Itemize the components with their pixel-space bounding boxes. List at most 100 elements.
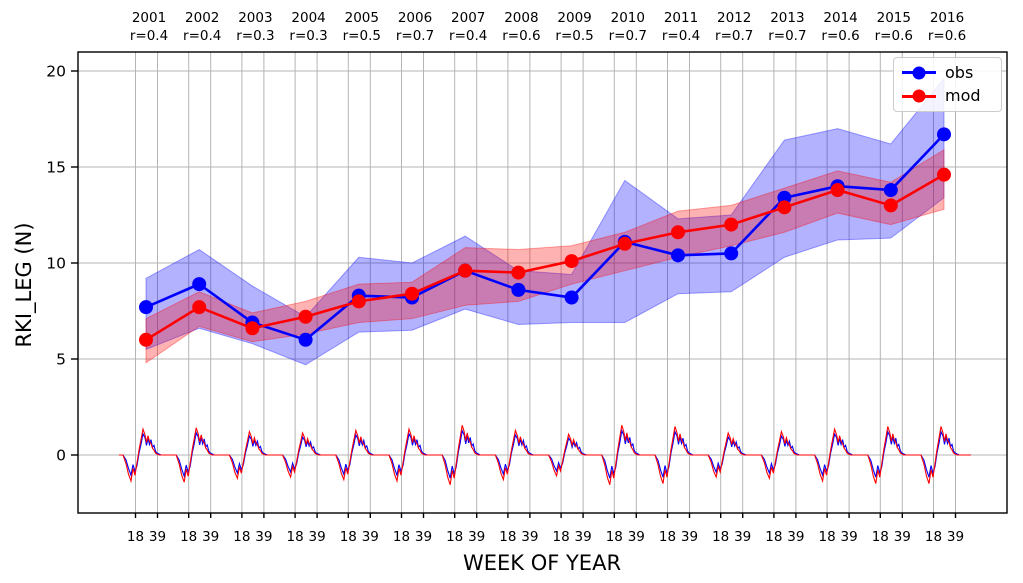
x-tick-label: 39: [575, 529, 592, 545]
x-tick-label: 39: [734, 529, 751, 545]
x-tick-label: 18: [659, 529, 676, 545]
r-value-label: r=0.4: [183, 28, 221, 44]
year-label: 2006: [398, 10, 432, 26]
mod-marker: [937, 167, 951, 182]
y-axis-label: RKI_LEG (N): [12, 222, 36, 348]
anomaly-mod-line: [119, 425, 971, 485]
obs-marker: [937, 127, 951, 142]
year-label: 2013: [770, 10, 804, 26]
legend-label-mod: mod: [945, 86, 981, 106]
obs-marker: [724, 246, 739, 261]
obs-marker: [671, 248, 685, 263]
obs-line-swatch: [902, 66, 936, 80]
x-tick-label: 39: [681, 529, 698, 545]
x-tick-label: 39: [521, 529, 538, 545]
x-tick-label: 39: [468, 529, 485, 545]
x-tick-label: 39: [362, 529, 379, 545]
mod-marker: [245, 321, 260, 336]
r-value-label: r=0.7: [396, 28, 434, 44]
x-tick-label: 39: [202, 529, 219, 545]
mod-marker: [617, 236, 632, 251]
year-label: 2004: [291, 10, 325, 26]
y-tick-label: 10: [46, 255, 66, 273]
x-tick-label: 39: [628, 529, 645, 545]
obs-marker: [192, 277, 207, 292]
legend: obs mod: [893, 57, 1002, 112]
obs-marker: [139, 300, 153, 315]
mod-marker: [351, 294, 366, 309]
obs-line: [145, 133, 945, 342]
x-tick-label: 18: [180, 529, 197, 545]
obs-marker: [564, 290, 579, 305]
y-tick-label: 20: [46, 63, 66, 81]
mod-marker: [671, 225, 685, 240]
mod-marker-icon: [912, 89, 926, 103]
y-tick-label: 15: [46, 159, 66, 177]
year-label: 2011: [664, 10, 698, 26]
r-value-label: r=0.5: [555, 28, 593, 44]
year-label: 2007: [451, 10, 485, 26]
legend-label-obs: obs: [945, 62, 974, 82]
r-value-label: r=0.4: [449, 28, 487, 44]
x-tick-label: 18: [340, 529, 357, 545]
plot-border: [77, 51, 1008, 514]
x-axis-label: WEEK OF YEAR: [462, 551, 622, 575]
x-tick-label: 39: [947, 529, 964, 545]
year-label: 2016: [930, 10, 964, 26]
r-value-label: r=0.7: [768, 28, 806, 44]
r-value-label: r=0.6: [928, 28, 966, 44]
obs-uncertainty-band: [145, 77, 945, 366]
x-tick-label: 18: [127, 529, 144, 545]
y-tick-label: 0: [56, 447, 66, 465]
x-tick-label: 18: [393, 529, 410, 545]
x-tick-label: 18: [872, 529, 889, 545]
mod-marker: [564, 254, 579, 269]
mod-line-swatch: [902, 89, 936, 103]
x-tick-label: 18: [925, 529, 942, 545]
r-value-label: r=0.5: [343, 28, 381, 44]
x-tick-label: 39: [255, 529, 272, 545]
x-tick-label: 18: [606, 529, 623, 545]
r-value-label: r=0.4: [662, 28, 700, 44]
legend-item-obs: obs: [894, 62, 1001, 84]
x-tick-label: 18: [287, 529, 304, 545]
obs-marker: [511, 282, 526, 297]
x-tick-label: 18: [553, 529, 570, 545]
x-tick-label: 39: [309, 529, 326, 545]
y-tick-label: 5: [56, 351, 66, 369]
mod-marker: [458, 263, 473, 278]
mod-marker: [724, 217, 739, 232]
year-label: 2010: [611, 10, 645, 26]
year-label: 2002: [185, 10, 219, 26]
mod-marker: [405, 286, 419, 301]
year-label: 2005: [345, 10, 379, 26]
mod-marker: [298, 309, 313, 324]
mod-line: [145, 173, 945, 341]
year-label: 2001: [132, 10, 166, 26]
obs-marker: [777, 190, 792, 205]
mod-marker: [830, 183, 845, 198]
mod-marker: [883, 198, 898, 213]
obs-marker-icon: [912, 66, 926, 80]
x-tick-label: 39: [787, 529, 804, 545]
x-tick-label: 18: [765, 529, 782, 545]
mod-uncertainty-band: [145, 148, 945, 364]
x-tick-label: 39: [149, 529, 166, 545]
r-value-label: r=0.6: [502, 28, 540, 44]
x-tick-label: 18: [233, 529, 250, 545]
year-label: 2008: [504, 10, 538, 26]
r-value-label: r=0.6: [875, 28, 913, 44]
r-value-label: r=0.4: [130, 28, 168, 44]
year-label: 2012: [717, 10, 751, 26]
year-label: 2014: [823, 10, 857, 26]
x-tick-label: 18: [446, 529, 463, 545]
x-tick-label: 39: [841, 529, 858, 545]
year-label: 2003: [238, 10, 272, 26]
x-tick-label: 18: [499, 529, 516, 545]
mod-marker: [511, 265, 526, 280]
r-value-label: r=0.3: [236, 28, 274, 44]
obs-marker: [883, 183, 898, 198]
r-value-label: r=0.7: [609, 28, 647, 44]
